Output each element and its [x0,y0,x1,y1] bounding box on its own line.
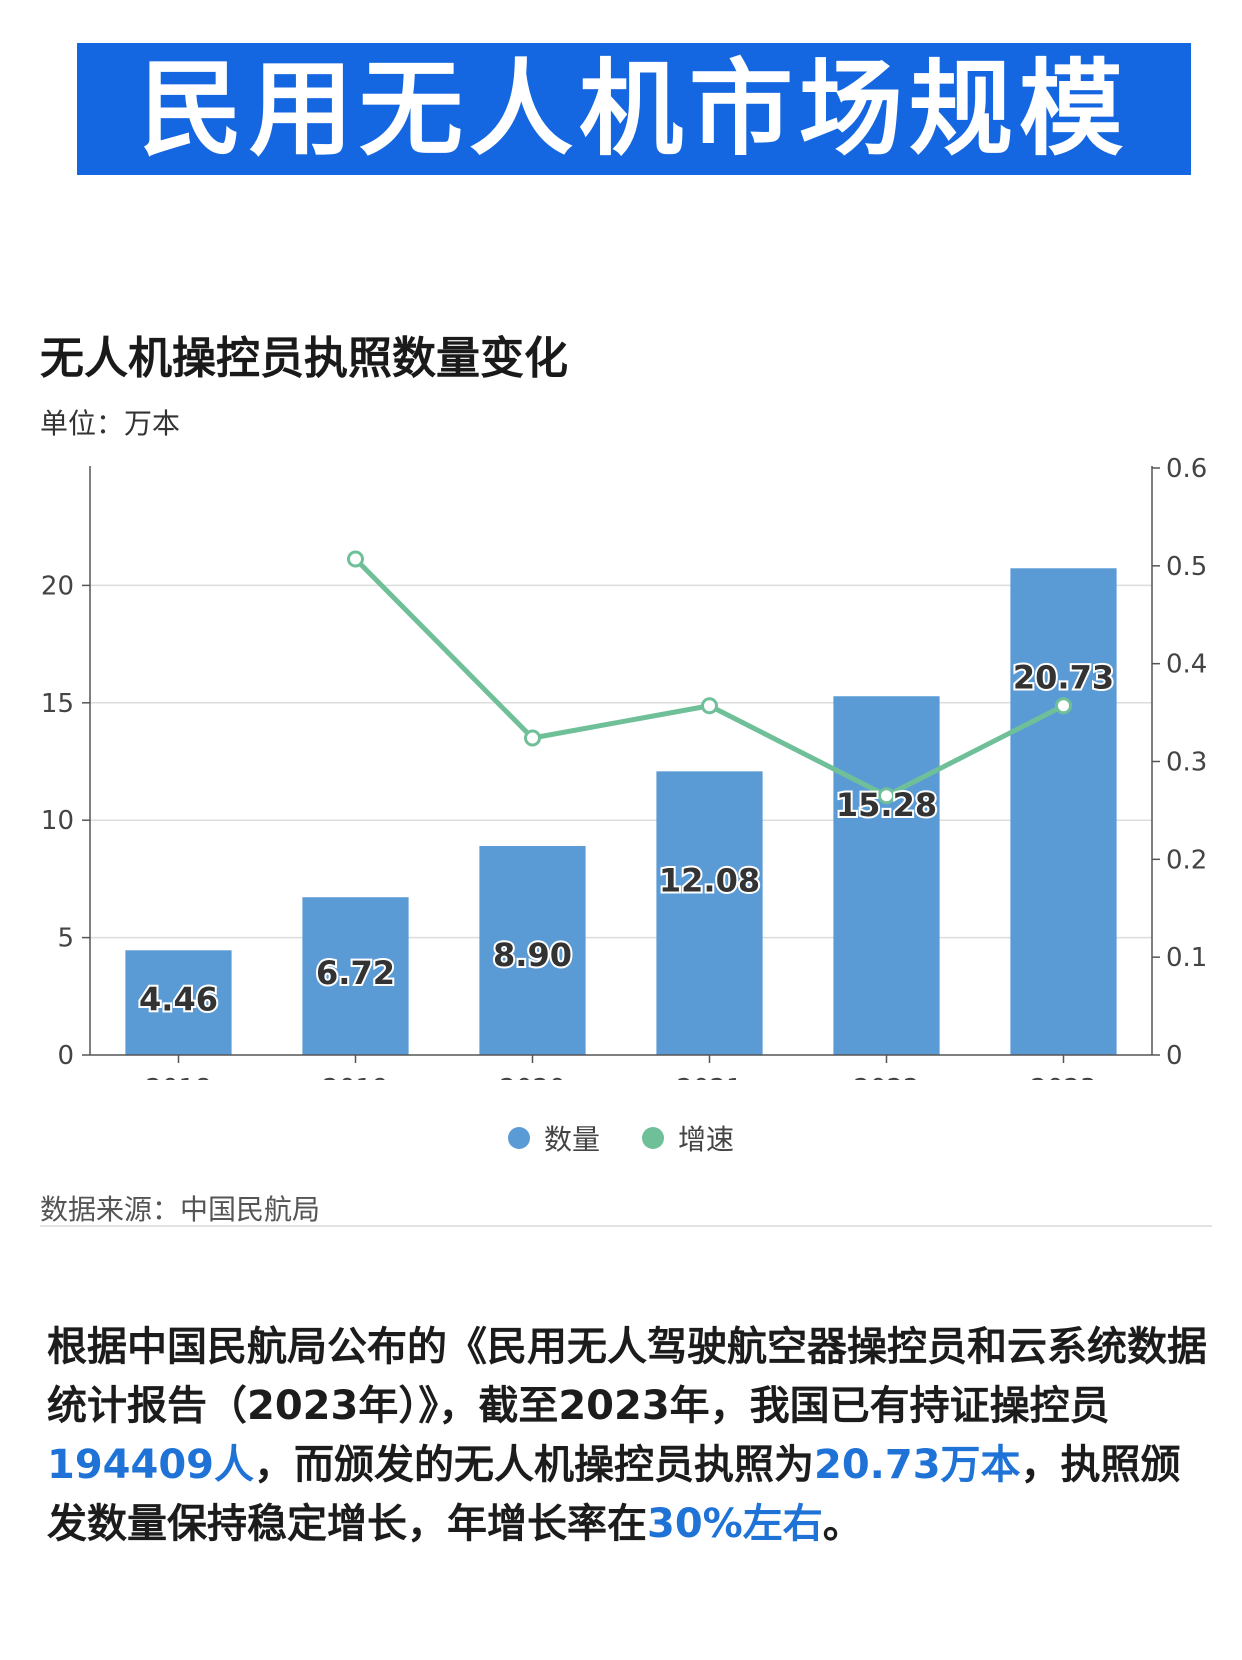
left-axis-tick-label: 0 [57,1041,74,1071]
growth-point-2019 [347,550,364,568]
legend-label-quantity: 数量 [543,1123,600,1156]
x-axis-tick-label: 2018 [145,1074,211,1080]
bar-2021 [656,771,763,1055]
bar-2020 [479,846,586,1055]
right-axis-tick-label: 0.4 [1166,650,1207,680]
bar-2019 [302,897,409,1055]
banner-title: 民用无人机市场规模 [138,48,1129,170]
highlight-licenses: 20.73万本 [814,1442,1021,1488]
x-axis-tick-label: 2019 [322,1074,388,1080]
legend-item-growth: 增速 [642,1118,734,1158]
x-axis-tick-label: 2021 [676,1074,742,1080]
growth-point-2020 [524,729,541,747]
right-axis-tick-label: 0.1 [1166,943,1207,973]
highlight-pilots: 194409人 [47,1442,254,1488]
left-axis-tick-label: 20 [41,571,74,601]
summary-paragraph: 根据中国民航局公布的《民用无人驾驶航空器操控员和云系统数据统计报告（2023年）… [47,1318,1207,1554]
right-axis-tick-label: 0.5 [1166,552,1207,582]
legend-item-quantity: 数量 [507,1118,600,1158]
bar-2023 [1010,568,1117,1055]
growth-point-2021 [701,697,718,715]
legend-dot-growth [642,1127,664,1149]
bar-data-label: 15.28 [836,786,937,824]
bar-data-label: 20.73 [1013,658,1114,696]
bar-data-label: 6.72 [316,954,395,992]
chart-title: 无人机操控员执照数量变化 [40,333,568,384]
x-axis-tick-label: 2020 [499,1074,565,1080]
x-axis-tick-label: 2023 [1030,1074,1096,1080]
right-axis-tick-label: 0 [1166,1041,1183,1071]
bar-2018 [125,950,232,1055]
left-axis-tick-label: 15 [41,689,74,719]
right-axis-tick-label: 0.6 [1166,454,1207,484]
chart: 0 5 10 15 20 0 0.1 0.2 0.3 0.4 0.5 0.6 2018 2019 2020 2… [41,454,1207,1080]
right-axis-tick-label: 0.3 [1166,748,1207,778]
growth-point-2023 [1055,697,1072,715]
growth-line [353,557,1065,799]
banner: 民用无人机市场规模 [77,43,1191,175]
paragraph-text-3: ，执照颁发数量保持稳定增长，年增长率在 [47,1442,1181,1547]
data-source: 数据来源：中国民航局 [40,1193,321,1226]
growth-point-2022 [878,787,895,805]
paragraph-text-1: 根据中国民航局公布的《民用无人驾驶航空器操控员和云系统数据统计报告（2023年）… [47,1324,1207,1429]
bar-2022 [833,696,940,1055]
paragraph-text-2: ，而颁发的无人机操控员执照为 [254,1442,814,1488]
left-axis-tick-label: 10 [41,806,74,836]
legend-label-growth: 增速 [678,1123,735,1156]
bar-data-label: 4.46 [139,981,218,1019]
left-axis-tick-label: 5 [57,924,74,954]
right-axis-tick-label: 0.2 [1166,845,1207,875]
highlight-growth-rate: 30%左右 [647,1501,823,1547]
legend-dot-quantity [507,1127,530,1149]
x-axis-tick-label: 2022 [853,1074,919,1080]
divider [40,1225,1212,1227]
bar-data-label: 12.08 [659,861,760,899]
paragraph-text-4: 。 [822,1501,863,1547]
unit-label: 单位：万本 [40,407,181,440]
legend: 数量 增速 [0,1118,1242,1158]
bar-data-label: 8.90 [493,936,572,974]
